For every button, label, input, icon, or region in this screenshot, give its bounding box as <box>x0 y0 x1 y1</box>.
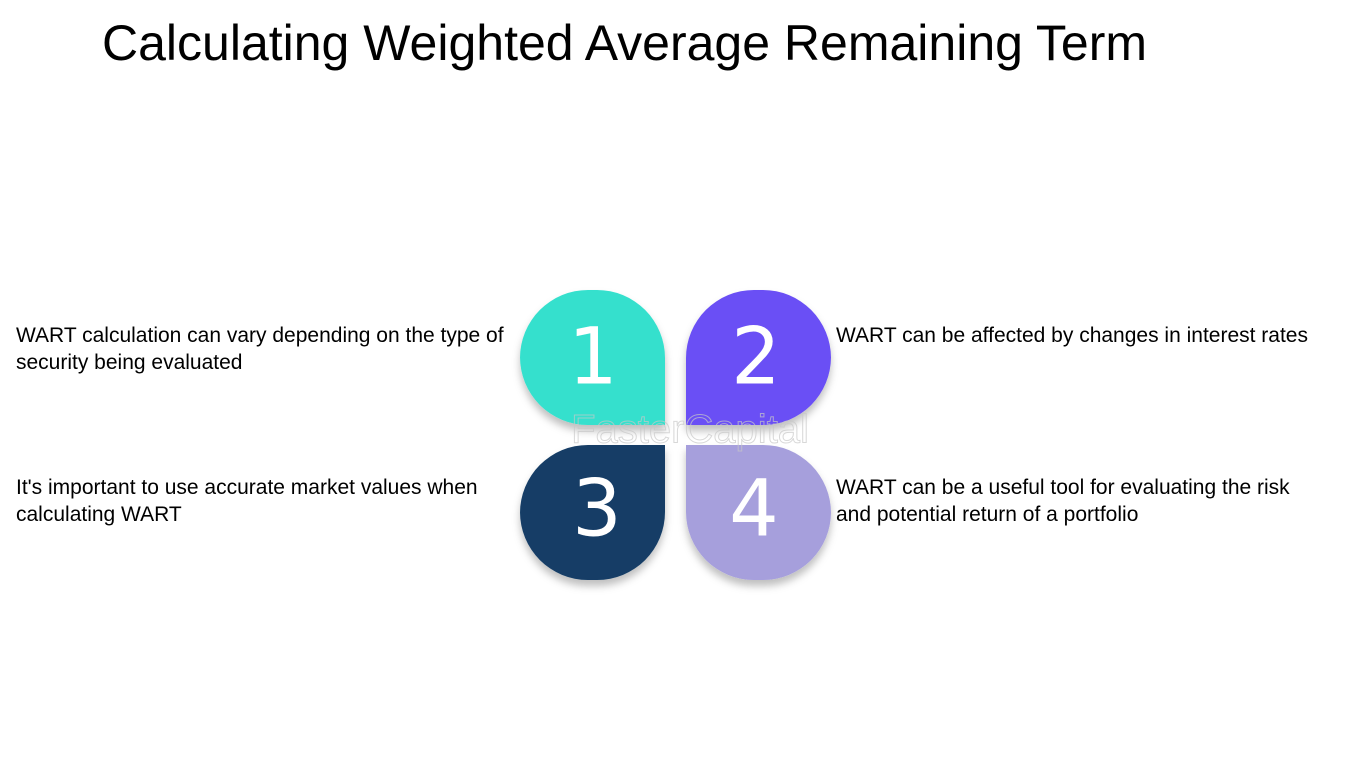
item-number: 4 <box>729 464 779 554</box>
title: Calculating Weighted Average Remaining T… <box>102 15 1148 71</box>
item-text: WART calculation can vary depending on t… <box>16 324 504 374</box>
petal <box>520 445 665 580</box>
item-text: WART can be a useful tool for evaluating… <box>836 476 1290 526</box>
petal <box>520 290 665 425</box>
item-number: 3 <box>572 464 622 554</box>
item-text: WART can be affected by changes in inter… <box>836 324 1308 347</box>
watermark: FasterCapital <box>571 408 809 452</box>
petal <box>686 290 831 425</box>
item-number: 2 <box>731 312 781 402</box>
item-text: It's important to use accurate market va… <box>16 476 478 526</box>
petal <box>686 445 831 580</box>
item-number: 1 <box>568 312 618 402</box>
